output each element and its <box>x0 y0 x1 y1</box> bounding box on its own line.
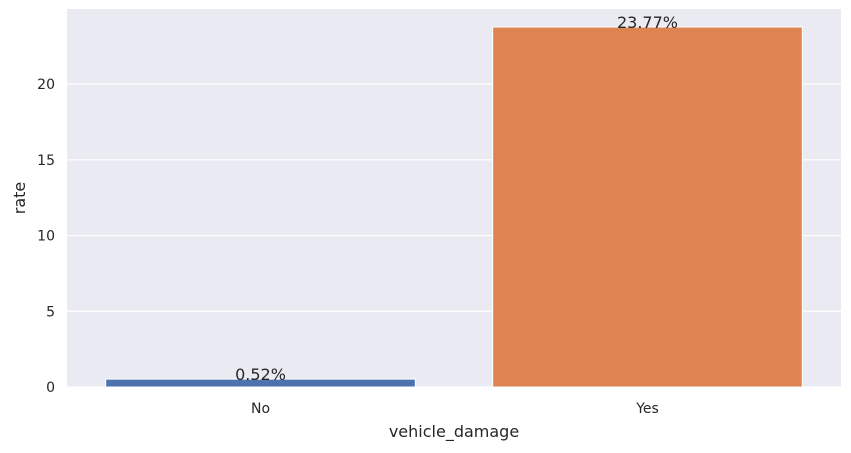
data-label-no: 0.52% <box>235 365 286 384</box>
y-tick-label: 0 <box>46 380 55 396</box>
bar-no <box>105 378 416 388</box>
y-axis-label: rate <box>10 182 29 215</box>
y-axis-ticks: 0 5 10 15 20 <box>37 77 55 396</box>
data-labels: 0.52% 23.77% <box>235 13 678 384</box>
bar-yes <box>492 26 803 388</box>
bars <box>105 26 803 388</box>
y-tick-label: 10 <box>37 229 55 245</box>
y-tick-label: 20 <box>37 77 55 93</box>
x-axis-label: vehicle_damage <box>389 422 519 442</box>
x-tick-label: No <box>251 401 270 417</box>
y-tick-label: 15 <box>37 153 55 169</box>
x-axis-ticks: No Yes <box>251 401 659 417</box>
y-tick-label: 5 <box>46 304 55 320</box>
data-label-yes: 23.77% <box>617 13 678 32</box>
x-tick-label: Yes <box>635 401 659 417</box>
